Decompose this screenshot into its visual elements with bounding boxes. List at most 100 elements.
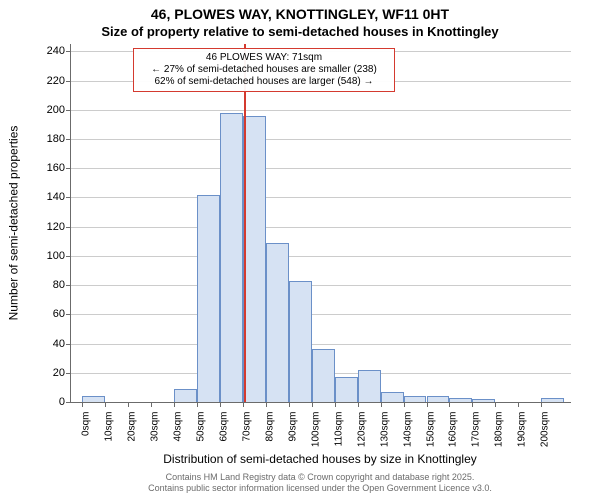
x-tick-mark <box>128 402 129 407</box>
x-tick-label: 80sqm <box>264 412 275 442</box>
gridline <box>71 256 571 257</box>
gridline <box>71 344 571 345</box>
histogram-bar <box>220 113 243 402</box>
histogram-bar <box>312 349 335 402</box>
x-tick-mark <box>495 402 496 407</box>
y-tick-mark <box>66 81 71 82</box>
x-tick-label: 150sqm <box>425 412 436 448</box>
gridline <box>71 168 571 169</box>
y-axis-label: Number of semi-detached properties <box>6 44 20 402</box>
x-tick-label: 130sqm <box>379 412 390 448</box>
x-tick-mark <box>541 402 542 407</box>
gridline <box>71 227 571 228</box>
x-axis-label: Distribution of semi-detached houses by … <box>70 452 570 466</box>
plot-area: 0204060801001201401601802002202400sqm10s… <box>70 44 571 403</box>
y-tick-label: 40 <box>53 338 65 350</box>
x-tick-label: 110sqm <box>333 412 344 447</box>
x-tick-label: 10sqm <box>104 412 115 442</box>
x-tick-label: 190sqm <box>517 412 528 448</box>
histogram-bar <box>381 392 404 402</box>
x-tick-label: 60sqm <box>219 412 230 442</box>
chart-title-line2: Size of property relative to semi-detach… <box>0 24 600 39</box>
annotation-box: 46 PLOWES WAY: 71sqm ← 27% of semi-detac… <box>133 48 395 92</box>
y-tick-label: 220 <box>47 75 65 87</box>
footer-line2: Contains public sector information licen… <box>70 483 570 494</box>
y-tick-label: 160 <box>47 162 65 174</box>
y-tick-label: 180 <box>47 133 65 145</box>
y-tick-label: 140 <box>47 191 65 203</box>
x-tick-mark <box>381 402 382 407</box>
x-tick-label: 170sqm <box>471 412 482 448</box>
gridline <box>71 197 571 198</box>
histogram-bar <box>358 370 381 402</box>
y-tick-mark <box>66 227 71 228</box>
y-tick-mark <box>66 314 71 315</box>
x-tick-mark <box>105 402 106 407</box>
x-tick-label: 0sqm <box>81 412 92 436</box>
x-tick-label: 40sqm <box>173 412 184 442</box>
y-tick-mark <box>66 110 71 111</box>
y-tick-mark <box>66 139 71 140</box>
histogram-bar <box>289 281 312 402</box>
y-tick-mark <box>66 256 71 257</box>
gridline <box>71 285 571 286</box>
x-tick-label: 180sqm <box>494 412 505 448</box>
chart-container: 46, PLOWES WAY, KNOTTINGLEY, WF11 0HT Si… <box>0 0 600 500</box>
x-tick-mark <box>82 402 83 407</box>
x-tick-label: 90sqm <box>287 412 298 442</box>
x-tick-mark <box>472 402 473 407</box>
x-tick-label: 200sqm <box>540 412 551 448</box>
x-tick-mark <box>335 402 336 407</box>
histogram-bar <box>266 243 289 402</box>
y-tick-label: 80 <box>53 279 65 291</box>
x-tick-mark <box>151 402 152 407</box>
x-tick-mark <box>427 402 428 407</box>
histogram-bar <box>174 389 197 402</box>
x-tick-mark <box>449 402 450 407</box>
y-tick-label: 20 <box>53 367 65 379</box>
y-tick-mark <box>66 197 71 198</box>
annotation-line2: ← 27% of semi-detached houses are smalle… <box>140 64 388 76</box>
x-tick-mark <box>404 402 405 407</box>
y-tick-mark <box>66 373 71 374</box>
histogram-bar <box>243 116 266 402</box>
x-tick-mark <box>197 402 198 407</box>
chart-title-line1: 46, PLOWES WAY, KNOTTINGLEY, WF11 0HT <box>0 6 600 22</box>
gridline <box>71 139 571 140</box>
histogram-bar <box>449 398 472 402</box>
x-tick-label: 50sqm <box>196 412 207 442</box>
y-tick-mark <box>66 285 71 286</box>
x-tick-mark <box>266 402 267 407</box>
y-tick-label: 100 <box>47 250 65 262</box>
y-tick-mark <box>66 168 71 169</box>
footer-line1: Contains HM Land Registry data © Crown c… <box>70 472 570 483</box>
annotation-line1: 46 PLOWES WAY: 71sqm <box>140 52 388 64</box>
histogram-bar <box>82 396 105 402</box>
annotation-line3: 62% of semi-detached houses are larger (… <box>140 76 388 88</box>
y-tick-label: 240 <box>47 45 65 57</box>
y-tick-mark <box>66 344 71 345</box>
x-tick-label: 100sqm <box>310 412 321 448</box>
x-tick-mark <box>358 402 359 407</box>
x-tick-mark <box>518 402 519 407</box>
y-tick-mark <box>66 51 71 52</box>
gridline <box>71 110 571 111</box>
x-tick-label: 140sqm <box>402 412 413 448</box>
y-tick-label: 200 <box>47 104 65 116</box>
histogram-bar <box>197 195 220 402</box>
histogram-bar <box>335 377 358 402</box>
x-tick-label: 160sqm <box>448 412 459 448</box>
x-tick-label: 120sqm <box>356 412 367 448</box>
x-tick-label: 30sqm <box>150 412 161 442</box>
gridline <box>71 314 571 315</box>
y-tick-mark <box>66 402 71 403</box>
histogram-bar <box>472 399 495 402</box>
marker-line <box>244 44 246 402</box>
x-tick-mark <box>174 402 175 407</box>
x-tick-label: 70sqm <box>242 412 253 442</box>
histogram-bar <box>404 396 427 402</box>
x-tick-label: 20sqm <box>127 412 138 442</box>
x-tick-mark <box>220 402 221 407</box>
x-tick-mark <box>289 402 290 407</box>
histogram-bar <box>541 398 564 402</box>
